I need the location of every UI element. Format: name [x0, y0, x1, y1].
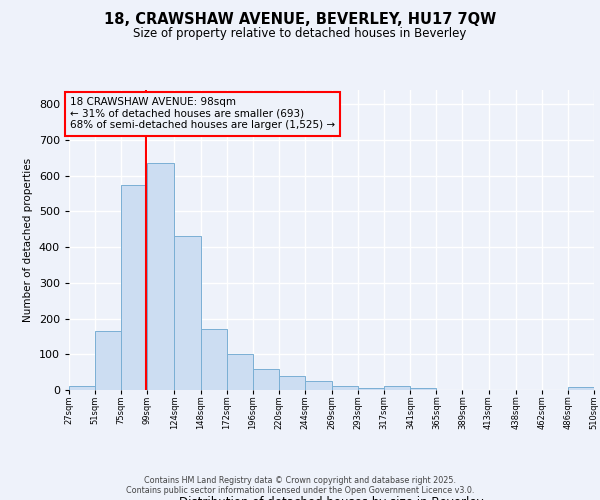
Bar — [384, 386, 410, 390]
Bar — [95, 331, 121, 390]
Bar — [305, 381, 332, 390]
Bar — [568, 387, 594, 390]
Bar — [200, 330, 227, 390]
X-axis label: Distribution of detached houses by size in Beverley: Distribution of detached houses by size … — [179, 496, 484, 500]
Bar — [147, 163, 175, 390]
Y-axis label: Number of detached properties: Number of detached properties — [23, 158, 33, 322]
Text: Contains public sector information licensed under the Open Government Licence v3: Contains public sector information licen… — [126, 486, 474, 495]
Text: Contains HM Land Registry data © Crown copyright and database right 2025.: Contains HM Land Registry data © Crown c… — [144, 476, 456, 485]
Bar — [69, 386, 95, 390]
Bar — [358, 388, 384, 390]
Text: Size of property relative to detached houses in Beverley: Size of property relative to detached ho… — [133, 28, 467, 40]
Text: 18, CRAWSHAW AVENUE, BEVERLEY, HU17 7QW: 18, CRAWSHAW AVENUE, BEVERLEY, HU17 7QW — [104, 12, 496, 28]
Text: 18 CRAWSHAW AVENUE: 98sqm
← 31% of detached houses are smaller (693)
68% of semi: 18 CRAWSHAW AVENUE: 98sqm ← 31% of detac… — [70, 97, 335, 130]
Bar — [121, 184, 147, 390]
Bar — [279, 376, 305, 390]
Bar — [227, 354, 253, 390]
Bar — [332, 386, 358, 390]
Bar — [175, 236, 200, 390]
Bar — [253, 368, 279, 390]
Bar — [410, 388, 436, 390]
